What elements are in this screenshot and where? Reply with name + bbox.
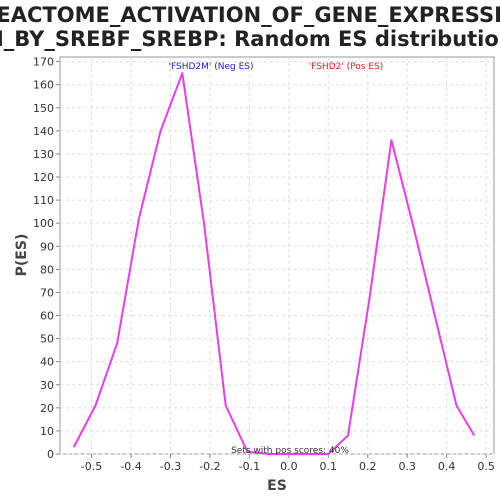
y-tick-label: 140 xyxy=(33,125,54,138)
x-tick-label: -0.1 xyxy=(239,460,260,473)
x-tick-label: 0.0 xyxy=(280,460,298,473)
y-tick-label: 60 xyxy=(40,310,54,323)
y-tick-label: 50 xyxy=(40,333,54,346)
pos-scores-footer: Sets with pos scores: 40% xyxy=(231,446,349,456)
x-tick-label: 0.1 xyxy=(320,460,338,473)
x-tick-label: 0.4 xyxy=(438,460,456,473)
chart-title-line-2: N_BY_SREBF_SREBP: Random ES distribution xyxy=(0,27,500,51)
y-tick-label: 40 xyxy=(40,356,54,369)
series-line xyxy=(72,72,476,455)
chart-title-line-1: REACTOME_ACTIVATION_OF_GENE_EXPRESSIO xyxy=(0,3,500,27)
y-tick-label: 90 xyxy=(40,240,54,253)
y-axis-label: P(ES) xyxy=(14,234,30,277)
annotation-neg-es: 'FSHD2M' (Neg ES) xyxy=(169,62,254,72)
y-tick-label: 150 xyxy=(33,102,54,115)
grid xyxy=(60,57,494,455)
x-tick-label: -0.5 xyxy=(81,460,102,473)
y-tick-label: 80 xyxy=(40,263,54,276)
x-axis-label: ES xyxy=(267,478,287,494)
x-tick-label: -0.4 xyxy=(120,460,141,473)
x-tick-label: 0.5 xyxy=(477,460,495,473)
y-tick-label: 170 xyxy=(33,56,54,69)
y-tick-label: 0 xyxy=(47,448,54,461)
y-tick-label: 70 xyxy=(40,286,54,299)
annotation-pos-es: 'FSHD2' (Pos ES) xyxy=(309,62,384,72)
x-tick-label: -0.2 xyxy=(199,460,220,473)
series-layer xyxy=(72,72,476,455)
y-tick-label: 120 xyxy=(33,171,54,184)
plot-area xyxy=(59,56,495,455)
y-tick-label: 20 xyxy=(40,402,54,415)
y-tick-label: 160 xyxy=(33,79,54,92)
y-tick-label: 10 xyxy=(40,425,54,438)
x-axis: -0.5 -0.4 -0.3 -0.2 -0.1 0.0 0.1 0.2 0.3 0.4 0.5 xyxy=(81,454,495,473)
y-axis: 0 10 20 30 40 50 60 70 80 90 100 110 120 130 140 150 160… xyxy=(33,56,60,461)
y-tick-label: 100 xyxy=(33,217,54,230)
y-tick-label: 130 xyxy=(33,148,54,161)
y-tick-label: 30 xyxy=(40,379,54,392)
y-tick-label: 110 xyxy=(33,194,54,207)
x-tick-label: 0.2 xyxy=(359,460,377,473)
x-tick-label: -0.3 xyxy=(160,460,181,473)
x-tick-label: 0.3 xyxy=(398,460,416,473)
